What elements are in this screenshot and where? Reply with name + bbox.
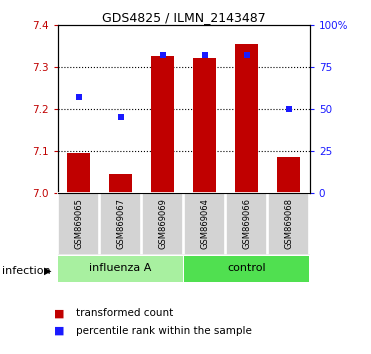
Text: ■: ■ xyxy=(54,326,65,336)
Text: GSM869066: GSM869066 xyxy=(242,198,251,250)
Bar xyxy=(193,58,216,193)
Point xyxy=(76,94,82,100)
Text: transformed count: transformed count xyxy=(76,308,173,318)
Bar xyxy=(226,193,267,255)
Text: ▶: ▶ xyxy=(44,266,51,276)
Point xyxy=(118,114,124,120)
Text: percentile rank within the sample: percentile rank within the sample xyxy=(76,326,252,336)
Bar xyxy=(277,157,301,193)
Point xyxy=(286,106,292,112)
Bar xyxy=(67,153,90,193)
Bar xyxy=(184,256,309,282)
Bar xyxy=(151,56,174,193)
Point xyxy=(160,52,165,58)
Bar xyxy=(184,193,225,255)
Text: GSM869068: GSM869068 xyxy=(284,198,293,250)
Text: GSM869065: GSM869065 xyxy=(74,199,83,249)
Title: GDS4825 / ILMN_2143487: GDS4825 / ILMN_2143487 xyxy=(102,11,266,24)
Text: GSM869064: GSM869064 xyxy=(200,199,209,249)
Bar xyxy=(142,193,183,255)
Point xyxy=(244,52,250,58)
Text: ■: ■ xyxy=(54,308,65,318)
Point xyxy=(202,52,208,58)
Text: influenza A: influenza A xyxy=(89,263,152,274)
Bar xyxy=(100,193,141,255)
Bar xyxy=(109,174,132,193)
Bar xyxy=(268,193,309,255)
Text: GSM869067: GSM869067 xyxy=(116,198,125,250)
Bar xyxy=(58,256,183,282)
Bar xyxy=(235,44,258,193)
Text: control: control xyxy=(227,263,266,274)
Text: GSM869069: GSM869069 xyxy=(158,199,167,249)
Text: infection: infection xyxy=(2,266,50,276)
Bar xyxy=(58,193,99,255)
